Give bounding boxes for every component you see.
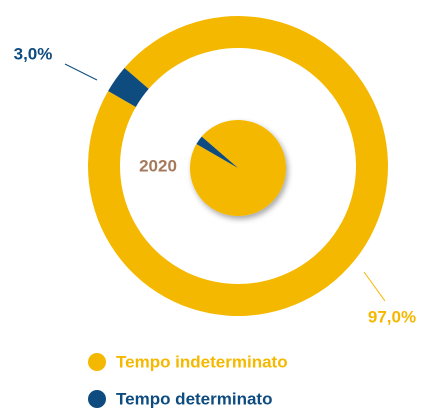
legend-label: Tempo determinato bbox=[116, 389, 272, 408]
ring-slice bbox=[108, 67, 149, 107]
leader-line bbox=[363, 271, 386, 302]
legend-swatch bbox=[88, 353, 106, 371]
legend-label: Tempo indeterminato bbox=[116, 352, 288, 371]
center-label: 2020 bbox=[139, 156, 177, 175]
value-label: 3,0% bbox=[14, 44, 53, 63]
pie-slice bbox=[196, 136, 238, 168]
legend-swatch bbox=[88, 390, 106, 408]
inner-pie bbox=[189, 120, 286, 216]
leader-line bbox=[64, 63, 98, 81]
value-label: 97,0% bbox=[368, 307, 416, 326]
